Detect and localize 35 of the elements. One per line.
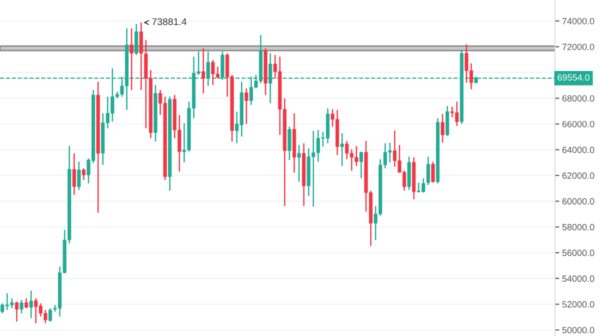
candlestick <box>29 290 33 319</box>
candlestick <box>202 48 206 94</box>
y-tick-label: 60000.0 <box>562 198 594 205</box>
candlestick <box>130 28 134 91</box>
candlestick <box>340 132 344 167</box>
y-tick-label: 58000.0 <box>562 224 594 230</box>
candlestick <box>77 161 81 191</box>
candlestick <box>134 23 138 56</box>
candlestick <box>297 144 301 182</box>
y-tick-label: 54000.0 <box>562 275 594 282</box>
y-tick-label: 62000.0 <box>562 172 594 179</box>
candlestick <box>82 168 86 181</box>
y-tick-label: 50000.0 <box>562 326 594 334</box>
candlestick <box>20 299 24 314</box>
candlestick <box>359 151 364 179</box>
candlestick <box>446 105 450 137</box>
y-tick-label: 66000.0 <box>562 120 594 128</box>
candlestick <box>72 152 76 196</box>
y-tick-label: 52000.0 <box>562 301 594 308</box>
candlestick <box>244 88 248 125</box>
candlestick <box>440 113 444 144</box>
candlestick <box>139 22 143 91</box>
y-tick-label: 64000.0 <box>562 146 594 154</box>
y-tick-label: 68000.0 <box>562 95 594 102</box>
y-tick-label: 74000.0 <box>562 18 594 24</box>
ref-line-label: 69554.0 <box>558 74 590 81</box>
candlestick <box>288 126 292 161</box>
candlestick <box>14 301 19 322</box>
annotation: 73881.4 <box>152 18 187 26</box>
candlestick <box>426 156 430 186</box>
y-tick-label: 56000.0 <box>562 250 594 256</box>
candlestick <box>431 161 435 184</box>
candlestick <box>24 298 28 309</box>
y-tick-label: 72000.0 <box>562 44 594 50</box>
candlestick <box>48 308 52 322</box>
